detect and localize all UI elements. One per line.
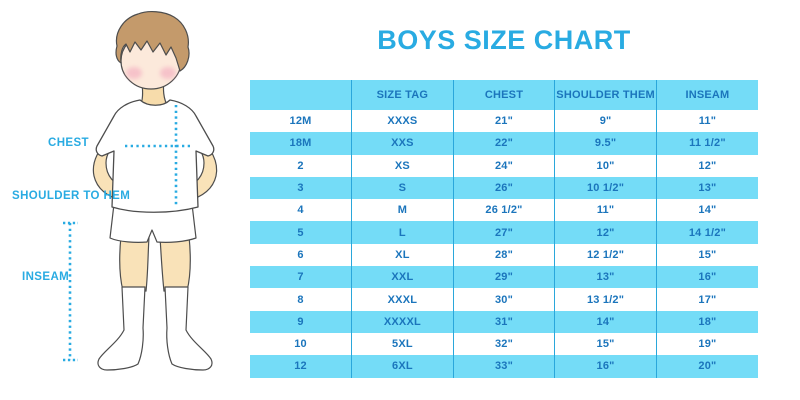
table-cell: 13" [554,266,657,289]
right-leg [159,235,191,292]
table-row: 12 6XL 33" 16" 20" [250,355,758,378]
table-cell: 33" [453,355,556,378]
table-cell: 10" [554,154,657,177]
chest-measure-label: CHEST [48,137,89,149]
table-row: 6 XL 28" 12 1/2" 15" [250,243,758,267]
table-cell: 11 1/2" [689,137,726,150]
inseam-measure-label: INSEAM [22,271,70,283]
table-cell: XL [351,243,454,267]
table-cell: 12" [698,159,717,172]
size-table: SIZE TAG CHEST SHOULDER THEM INSEAM 12M XXXS… [250,80,758,378]
cheek-blush-right [160,67,176,79]
cheek-blush-left [126,67,142,79]
table-cell: 5XL [351,332,454,356]
measurement-figure: CHEST SHOULDER TO HEM INSEAM [0,0,250,400]
table-cell: 26 1/2" [453,199,556,222]
table-cell: 9.5" [554,132,657,155]
table-row: 7 XXL 29" 13" 16" [250,266,758,289]
left-sock [97,286,146,371]
table-row: 10 5XL 32" 15" 19" [250,332,758,356]
page-title: BOYS SIZE CHART [377,25,631,55]
table-cell: XXL [351,266,454,289]
table-cell: 6XL [351,355,454,378]
table-cell: 17" [698,293,717,306]
table-cell: XXXS [351,110,454,133]
table-cell: 14 1/2" [688,226,727,239]
table-row: 12M XXXS 21" 9" 11" [250,110,758,133]
table-cell: 12 [250,355,353,378]
table-cell: 12" [554,221,657,244]
table-cell: L [351,221,454,244]
table-cell: 8 [250,288,353,311]
table-cell: 6 [250,243,353,267]
table-cell: 28" [453,243,556,267]
table-cell: 19" [698,338,717,351]
table-cell: XXS [351,132,454,155]
left-leg [119,235,150,292]
table-cell: 9" [554,110,657,133]
size-table-header: SIZE TAG CHEST SHOULDER THEM INSEAM [250,80,758,110]
table-cell: 13 1/2" [554,288,657,311]
table-cell: 22" [453,132,556,155]
table-cell: 5 [250,221,353,244]
table-cell: XS [351,154,454,177]
age-column-header [250,80,353,110]
right-sock [164,286,213,371]
table-cell: M [351,199,454,222]
table-cell: XXXXL [351,310,454,333]
table-cell: 30" [453,288,556,311]
table-cell: 7 [250,266,353,289]
table-cell: 29" [453,266,556,289]
table-cell: 26" [453,176,556,200]
table-row: 8 XXXL 30" 13 1/2" 17" [250,288,758,311]
table-cell: 14" [554,310,657,333]
size-table-body: 12M XXXS 21" 9" 11" 18M XXS 22" 9.5" 11 1/2" 2 XS 24… [250,110,758,378]
table-cell: 15" [698,248,717,261]
column-header: CHEST [453,80,556,110]
table-cell: 4 [250,199,353,222]
table-cell: 12M [250,110,353,133]
table-row: 9 XXXXL 31" 14" 18" [250,310,758,333]
table-cell: 21" [453,110,556,133]
table-cell: XXXL [351,288,454,311]
table-cell: 24" [453,154,556,177]
table-cell: 3 [250,176,353,200]
table-row: 4 M 26 1/2" 11" 14" [250,199,758,222]
table-cell: 18" [698,315,717,328]
table-cell: 15" [554,332,657,356]
shoulder-to-hem-measure-label: SHOULDER TO HEM [12,190,131,202]
hair [115,11,190,72]
table-row: 5 L 27" 12" 14 1/2" [250,221,758,244]
table-row: 18M XXS 22" 9.5" 11 1/2" [250,132,758,155]
table-cell: 12 1/2" [554,243,657,267]
table-cell: 10 [250,332,353,356]
table-cell: 10 1/2" [554,176,657,200]
table-cell: 14" [698,204,717,217]
table-row: 3 S 26" 10 1/2" 13" [250,176,758,200]
header-row: SIZE TAG CHEST SHOULDER THEM INSEAM [250,80,758,110]
table-cell: 2 [250,154,353,177]
table-cell: 27" [453,221,556,244]
table-cell: S [351,176,454,200]
table-cell: 11" [554,199,657,222]
table-row: 2 XS 24" 10" 12" [250,154,758,177]
table-cell: 13" [698,182,717,195]
column-header: INSEAM [685,89,730,101]
table-cell: 32" [453,332,556,356]
boy-figure-svg [63,11,218,371]
table-cell: 16" [698,271,717,284]
table-cell: 9 [250,310,353,333]
shirt [95,99,215,213]
table-cell: 18M [250,132,353,155]
table-cell: 16" [554,355,657,378]
table-cell: 11" [698,115,717,128]
column-header: SIZE TAG [351,80,454,110]
table-cell: 20" [698,360,717,373]
table-cell: 31" [453,310,556,333]
column-header: SHOULDER THEM [554,80,657,110]
